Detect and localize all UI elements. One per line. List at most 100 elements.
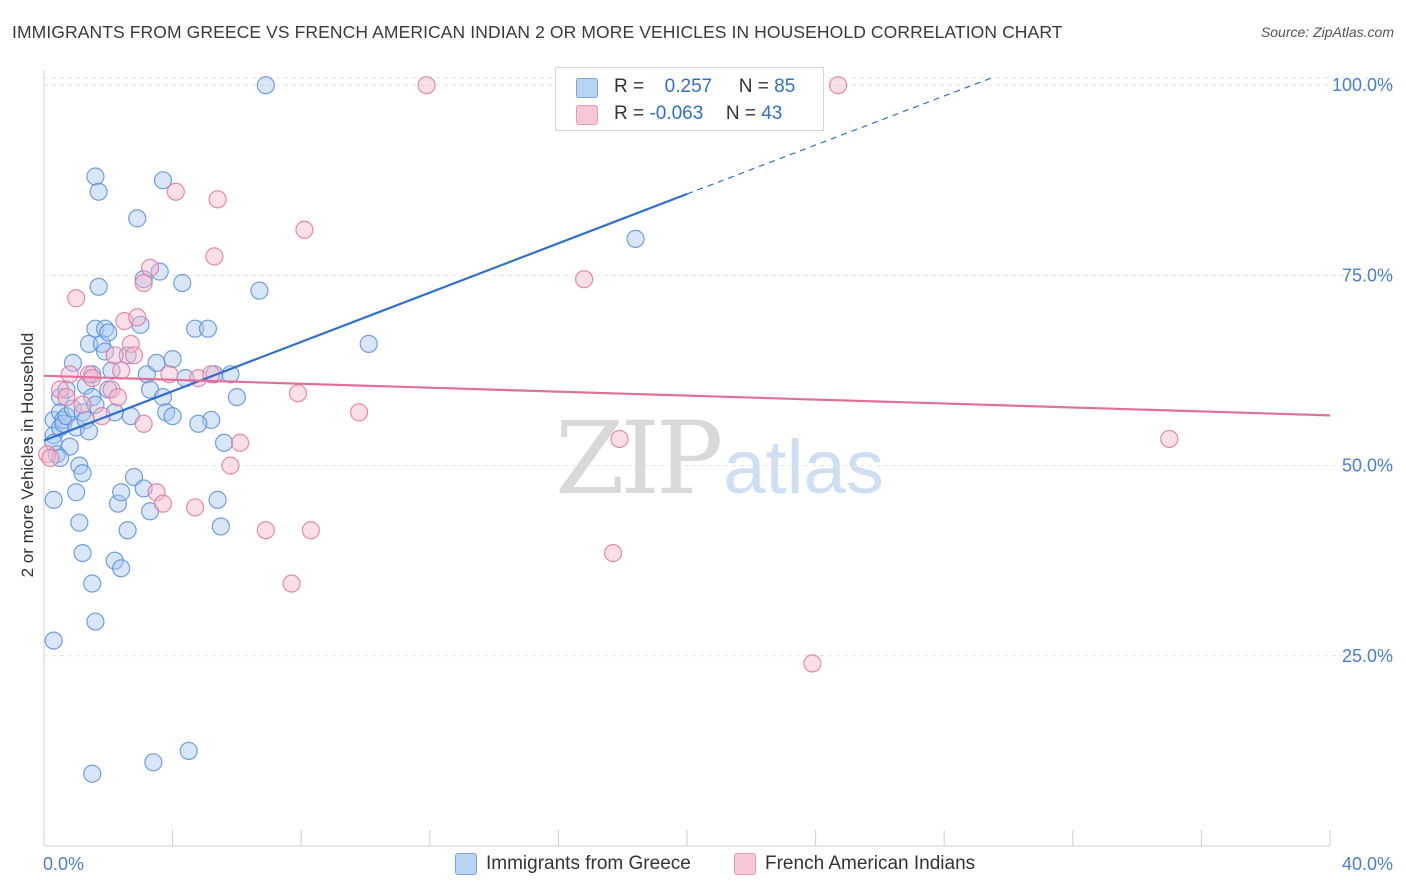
trend-line-french-american-indians	[43, 374, 1331, 417]
data-point	[150, 262, 169, 281]
data-point	[603, 543, 623, 563]
data-point	[89, 182, 108, 201]
data-point	[144, 753, 163, 772]
axes	[43, 70, 1331, 847]
data-point	[70, 513, 89, 532]
data-point	[803, 654, 822, 673]
data-point	[179, 741, 198, 761]
data-point	[256, 76, 275, 95]
data-point	[282, 574, 301, 593]
data-point	[1160, 429, 1179, 449]
x-tick-min: 0.0%	[43, 854, 84, 874]
data-point	[105, 346, 124, 365]
data-point	[73, 395, 92, 414]
legend-blue-n-label: N =	[738, 76, 769, 97]
data-point	[112, 361, 131, 380]
data-point	[44, 631, 63, 650]
data-point	[417, 76, 436, 95]
watermark-atlas: atlas	[723, 425, 884, 510]
data-point	[63, 353, 83, 373]
legend-swatch-french-american-indians	[734, 853, 756, 875]
data-point	[73, 464, 92, 483]
legend-blue-n-value: 85	[774, 76, 796, 97]
data-point	[147, 483, 166, 502]
y-tick-label: 50.0%	[1342, 456, 1393, 476]
data-point	[63, 399, 83, 418]
data-point	[83, 574, 102, 593]
data-point	[288, 384, 308, 403]
data-point	[295, 220, 314, 239]
data-point	[227, 388, 246, 407]
data-point	[250, 281, 269, 300]
data-point	[163, 349, 182, 369]
data-point	[99, 323, 118, 342]
data-point	[57, 388, 76, 407]
data-point	[57, 380, 76, 399]
data-point	[214, 433, 234, 452]
legend-pink-r-label: R =	[614, 103, 645, 124]
data-point	[112, 559, 131, 578]
data-point	[50, 388, 70, 407]
legend-pink-n-label: N =	[725, 103, 756, 124]
data-point	[86, 395, 105, 414]
data-point	[102, 380, 121, 399]
data-point	[83, 764, 102, 783]
data-point	[186, 319, 205, 338]
data-point	[359, 334, 378, 353]
data-point	[44, 490, 63, 509]
data-point	[121, 334, 140, 353]
y-tick-label: 75.0%	[1342, 265, 1393, 285]
data-point	[221, 456, 240, 475]
data-point	[86, 612, 105, 631]
data-point	[67, 289, 86, 308]
data-point	[118, 521, 137, 540]
data-point	[50, 380, 70, 399]
data-point	[205, 247, 224, 266]
data-point	[208, 490, 227, 509]
data-point	[67, 483, 86, 502]
data-point	[134, 270, 153, 289]
data-point	[626, 229, 645, 248]
data-point	[112, 483, 131, 502]
legend-blue-r-value: 0.257	[664, 76, 713, 97]
series-french-american-indians	[38, 76, 1179, 673]
data-point	[211, 517, 230, 536]
data-point	[134, 273, 153, 293]
series-immigrants-from-greece	[44, 76, 645, 783]
legend-pink-n-value: 43	[761, 103, 783, 124]
data-point	[186, 498, 205, 517]
legend-label-french-american-indians: French American Indians	[765, 853, 976, 874]
data-point	[301, 521, 320, 540]
data-point	[41, 448, 60, 468]
data-point	[128, 209, 147, 228]
legend-label-greece: Immigrants from Greece	[486, 853, 691, 874]
data-point	[208, 190, 227, 209]
data-point	[153, 494, 173, 513]
x-tick-max: 40.0%	[1342, 854, 1393, 874]
watermark-zip: ZIP	[555, 400, 723, 517]
gridlines	[44, 77, 1393, 657]
data-point	[89, 277, 108, 296]
y-tick-label: 100.0%	[1332, 75, 1393, 95]
data-point	[163, 407, 182, 426]
data-point	[108, 388, 128, 407]
data-point	[105, 551, 124, 570]
y-tick-label: 25.0%	[1342, 646, 1393, 666]
data-point	[60, 365, 79, 384]
y-axis-title: 2 or more Vehicles in Household	[18, 333, 37, 578]
source-label: Source: ZipAtlas.com	[1260, 24, 1394, 40]
data-point	[349, 403, 369, 422]
data-point	[140, 258, 160, 277]
data-point	[231, 433, 250, 452]
data-point	[166, 182, 185, 201]
legend-blue-r-label: R =	[614, 76, 645, 97]
tick-labels: 25.0% 50.0% 75.0% 100.0%	[1332, 75, 1393, 666]
data-point	[118, 346, 137, 365]
data-point	[95, 342, 115, 361]
legend-pink-r-value: -0.063	[649, 103, 704, 124]
data-point	[79, 334, 99, 353]
legend-swatch-greece	[455, 853, 477, 875]
legend-swatch-blue	[576, 78, 598, 98]
data-point	[134, 414, 153, 433]
